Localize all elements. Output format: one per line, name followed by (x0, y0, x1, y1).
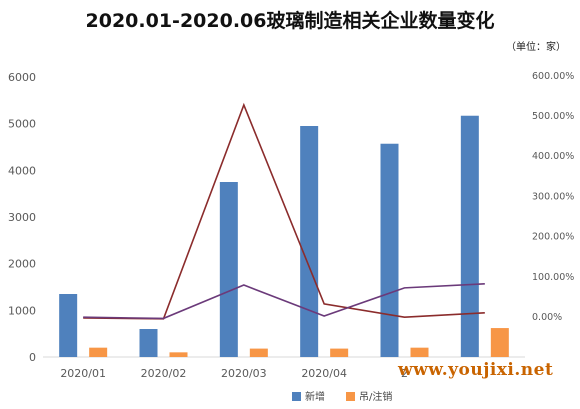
y-right-tick-label: 100.00% (532, 272, 574, 283)
x-tick-label: 2 (401, 367, 408, 380)
chart-title: 2020.01-2020.06玻璃制造相关企业数量变化 (85, 10, 495, 32)
bar-new (300, 126, 319, 357)
y-left-tick-label: 4000 (8, 164, 36, 177)
bar-cancel (89, 347, 108, 357)
watermark-text: www.youjixi.net (398, 360, 554, 380)
bar-cancel (169, 352, 188, 357)
bar-cancel (490, 328, 509, 357)
y-right-tick-label: 0.00% (532, 312, 562, 323)
bar-new (460, 115, 479, 357)
bar-new (59, 294, 78, 357)
bar-new (139, 329, 158, 357)
y-right-tick-label: 400.00% (532, 151, 574, 162)
x-tick-label: 2020/04 (301, 367, 347, 380)
bar-new (380, 143, 399, 357)
y-left-tick-label: 1000 (8, 304, 36, 317)
y-right-tick-label: 300.00% (532, 191, 574, 202)
y-right-tick-label: 200.00% (532, 232, 574, 243)
legend-swatch (346, 392, 355, 401)
x-tick-label: 2020/02 (141, 367, 187, 380)
bar-cancel (249, 348, 268, 357)
y-left-tick-label: 6000 (8, 71, 36, 84)
y-left-tick-label: 3000 (8, 211, 36, 224)
bar-cancel (330, 348, 349, 357)
bar-new (219, 182, 238, 357)
legend-label: 新增 (305, 390, 325, 403)
y-left-tick-label: 2000 (8, 258, 36, 271)
x-tick-label: 2020/01 (60, 367, 106, 380)
unit-label: （单位：家） (506, 42, 566, 53)
bar-cancel (410, 347, 429, 357)
legend-swatch (292, 392, 301, 401)
y-left-tick-label: 0 (29, 351, 36, 364)
y-left-tick-label: 5000 (8, 118, 36, 131)
y-right-tick-label: 500.00% (532, 111, 574, 122)
x-tick-label: 2020/03 (221, 367, 267, 380)
legend-label: 吊/注销 (359, 390, 392, 403)
y-right-tick-label: 600.00% (532, 71, 574, 82)
growth-line-2 (83, 283, 485, 320)
